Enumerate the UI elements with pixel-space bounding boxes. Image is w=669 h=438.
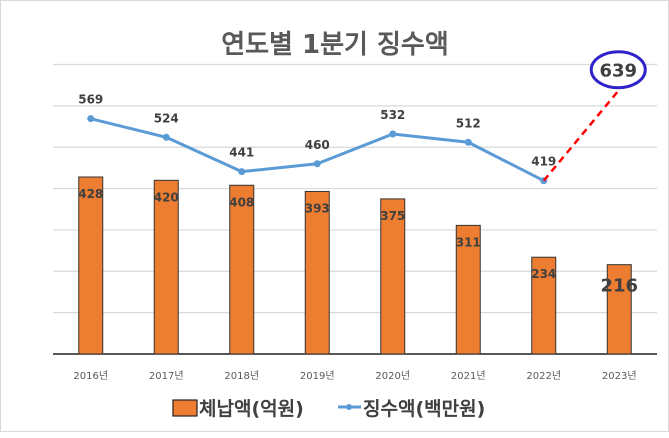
legend-bar-label: 체납액(억원) [199,398,304,420]
line-data-label: 419 [531,155,556,169]
line-data-label: 524 [154,111,179,125]
line-data-label: 532 [380,108,405,122]
bar-data-label: 311 [456,235,481,249]
x-tick-label: 2017년 [149,370,184,382]
projection-line [542,88,621,182]
legend-line-label: 징수액(백만원) [363,398,485,420]
chart-title: 연도별 1분기 징수액 [221,30,449,60]
bar [531,256,557,355]
x-tick-label: 2023년 [602,370,637,382]
bar [606,264,632,355]
bar [78,176,104,355]
bar-data-label: 393 [305,201,330,215]
bar [153,179,179,355]
line-point [389,130,397,138]
legend: 체납액(억원) 징수액(백만원) [172,398,485,420]
bar-data-label: 420 [154,190,179,204]
projection-label: 639 [599,61,637,82]
bar-data-label: 234 [531,267,556,281]
x-tick-label: 2018년 [224,370,259,382]
bar [229,184,255,355]
line-data-label: 441 [229,146,254,160]
x-tick-label: 2021년 [451,370,486,382]
line-point [87,115,95,123]
bar [304,190,330,355]
line-data-label: 569 [78,93,103,107]
line-data-label: 460 [305,138,330,152]
line-data-label: 512 [456,116,481,130]
bar-data-label: 216 [600,276,638,297]
x-tick-label: 2019년 [300,370,335,382]
legend-line-marker [346,404,352,410]
line-point [162,133,170,141]
line-point [238,168,246,176]
bar-data-label: 408 [229,195,254,209]
legend-bar-swatch [172,399,198,417]
bar-data-label: 428 [78,187,103,201]
bar [380,198,406,355]
x-tick-label: 2016년 [73,370,108,382]
line-point [464,138,472,146]
projection-circle [589,50,647,90]
line-point [313,160,321,168]
bar [455,224,481,355]
bar-data-label: 375 [380,209,405,223]
x-tick-label: 2022년 [526,370,561,382]
x-tick-label: 2020년 [375,370,410,382]
